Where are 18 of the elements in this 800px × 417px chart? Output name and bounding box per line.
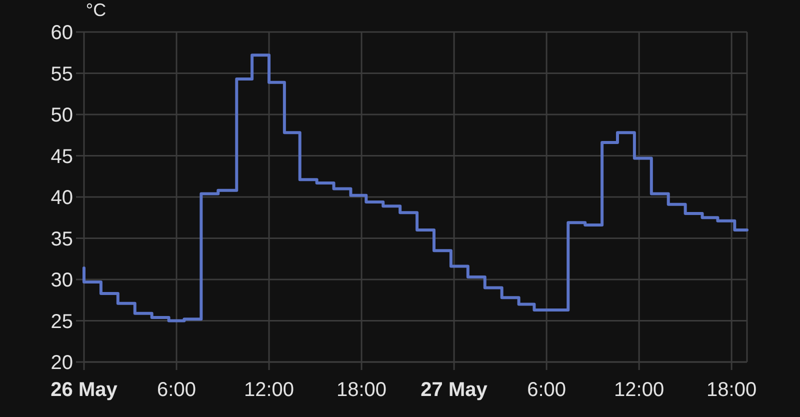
x-tick-label: 26 May [50, 379, 118, 401]
y-tick-label: 60 [50, 22, 73, 44]
y-tick-label: 30 [50, 270, 73, 292]
y-tick-label: 25 [50, 310, 73, 333]
x-tick-label: 12:00 [244, 379, 294, 401]
y-tick-label: 55 [50, 63, 73, 86]
y-tick-label: 45 [50, 146, 73, 168]
x-tick-label: 12:00 [614, 379, 664, 401]
y-tick-label: 35 [50, 228, 73, 250]
x-tick-label: 27 May [420, 379, 488, 401]
y-axis-title: °C [86, 0, 106, 20]
y-tick-label: 40 [50, 187, 73, 209]
x-tick-label: 6:00 [157, 379, 196, 401]
x-tick-label: 18:00 [336, 379, 387, 401]
x-tick-label: 18:00 [706, 379, 757, 401]
y-tick-label: 20 [50, 352, 73, 374]
y-tick-label: 50 [50, 104, 73, 126]
x-tick-label: 6:00 [527, 379, 566, 401]
